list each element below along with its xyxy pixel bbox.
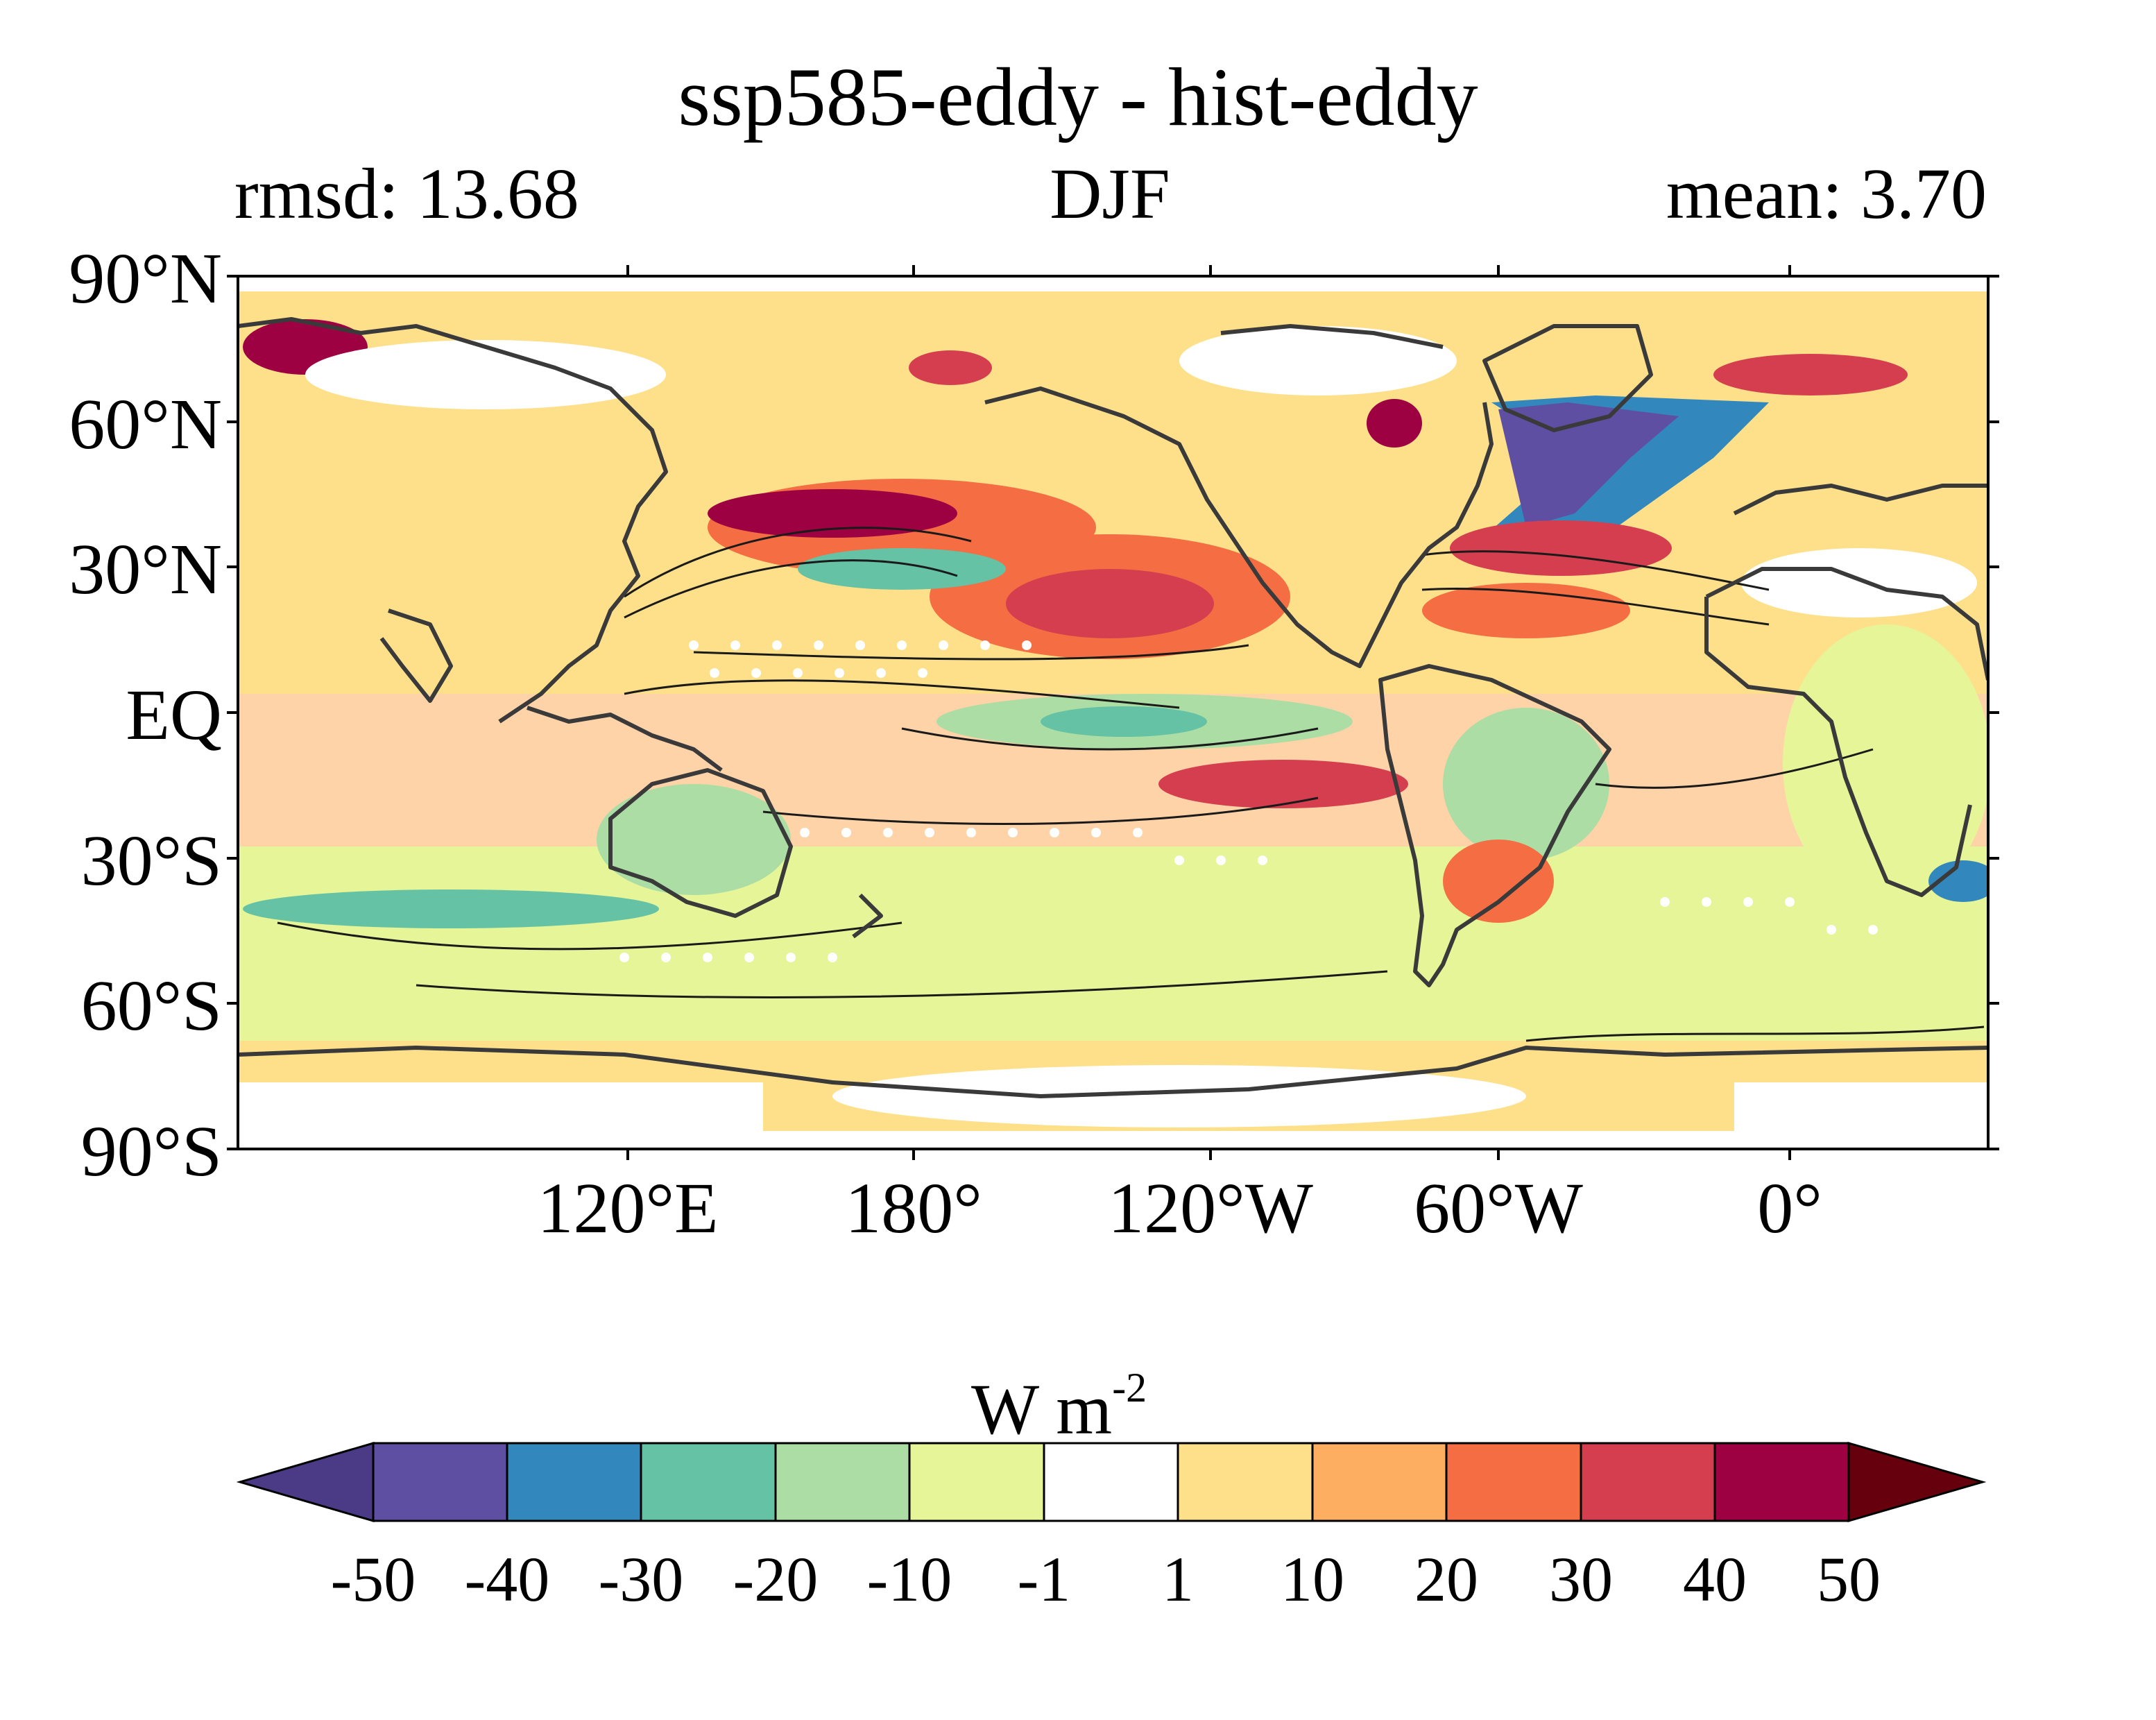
colorbar-cell	[1177, 1442, 1314, 1522]
colorbar-cell	[506, 1442, 642, 1522]
colorbar-label: -10	[866, 1544, 952, 1615]
colorbar-label: 30	[1549, 1544, 1613, 1615]
x-tick-label: 180°	[845, 1168, 982, 1248]
map-panel	[238, 276, 1988, 1149]
colorbar-cell	[1580, 1442, 1716, 1522]
mean-label: mean: 3.70	[1666, 154, 1987, 234]
colorbar-label: -50	[330, 1544, 416, 1615]
units-base: W m	[971, 1370, 1113, 1449]
colorbar-label: 40	[1683, 1544, 1747, 1615]
season-label: DJF	[1050, 154, 1170, 234]
colorbar-cell	[1311, 1442, 1448, 1522]
y-tick-label: 30°S	[80, 821, 222, 901]
colorbar-label: -30	[598, 1544, 684, 1615]
y-tick-label: 60°N	[69, 384, 222, 464]
colorbar-under-triangle	[236, 1442, 375, 1522]
coastlines	[238, 317, 1988, 1098]
x-tick-label: 120°E	[537, 1168, 719, 1248]
anomaly-shading	[238, 291, 1988, 1131]
significance-stippling	[619, 640, 1878, 962]
colorbar-cell	[1043, 1442, 1179, 1522]
y-tick-label: 90°N	[69, 239, 222, 318]
colorbar-label: 50	[1817, 1544, 1881, 1615]
colorbar-label: -1	[1017, 1544, 1071, 1615]
colorbar-label: -20	[733, 1544, 819, 1615]
x-tick-label: 0°	[1757, 1168, 1822, 1248]
plot-title: ssp585-eddy - hist-eddy	[678, 51, 1478, 143]
rmsd-label: rmsd: 13.68	[234, 154, 579, 234]
colorbar-label: 1	[1162, 1544, 1194, 1615]
y-tick-label: 30°N	[69, 529, 222, 609]
colorbar-cell	[372, 1442, 508, 1522]
colorbar-cell	[1445, 1442, 1582, 1522]
x-tick-label: 120°W	[1108, 1168, 1313, 1248]
colorbar	[236, 1442, 1987, 1522]
historical-contours	[277, 527, 1985, 1042]
x-axis-ticks	[626, 265, 1791, 1160]
colorbar-cell	[774, 1442, 911, 1522]
colorbar-units: W m-2	[971, 1346, 1147, 1451]
colorbar-label: 20	[1414, 1544, 1478, 1615]
y-tick-label: EQ	[126, 675, 222, 755]
colorbar-label: 10	[1281, 1544, 1344, 1615]
y-tick-label: 60°S	[80, 966, 222, 1046]
x-tick-label: 60°W	[1414, 1168, 1583, 1248]
colorbar-over-triangle	[1847, 1442, 1987, 1522]
units-exponent: -2	[1112, 1365, 1147, 1411]
colorbar-label: -40	[464, 1544, 550, 1615]
colorbar-cell	[908, 1442, 1045, 1522]
y-axis-ticks	[227, 275, 1999, 1150]
colorbar-cell	[1713, 1442, 1850, 1522]
y-tick-label: 90°S	[80, 1112, 222, 1191]
colorbar-cell	[640, 1442, 777, 1522]
